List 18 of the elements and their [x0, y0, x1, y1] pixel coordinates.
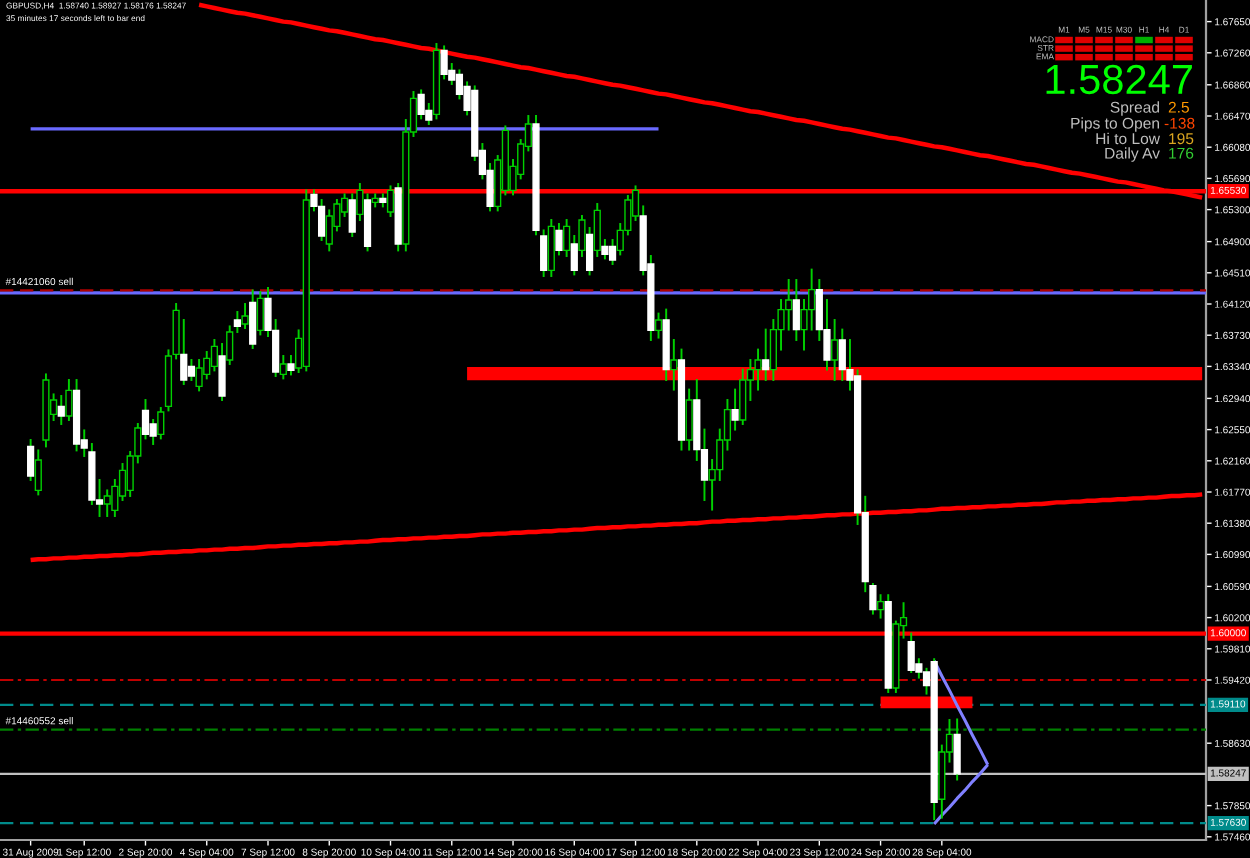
candlestick [57, 395, 65, 425]
annotation: 1.58247 [1046, 64, 1192, 95]
candlestick [685, 388, 693, 451]
candlestick [547, 219, 555, 277]
candlestick [670, 339, 678, 391]
candlestick [907, 632, 915, 673]
candlestick [195, 359, 203, 392]
candlestick [953, 718, 961, 781]
candlestick [762, 328, 770, 381]
candlestick [65, 379, 73, 421]
candlestick [386, 185, 395, 217]
candlestick [831, 319, 839, 381]
candlestick [654, 312, 663, 339]
candlestick [249, 289, 257, 349]
candlestick [241, 303, 249, 329]
candlestick [876, 594, 885, 619]
line-series [28, 492, 1205, 563]
candlestick [157, 407, 165, 440]
